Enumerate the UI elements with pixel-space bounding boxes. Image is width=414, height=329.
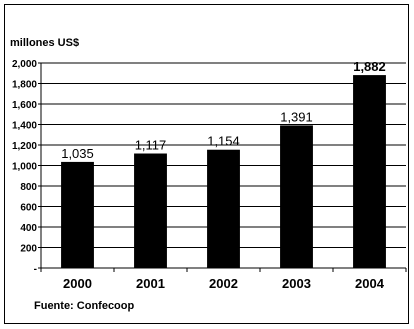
bar-2002 xyxy=(207,149,240,268)
y-tick-label: 800 xyxy=(20,182,37,193)
y-tick-label: 600 xyxy=(20,203,37,214)
y-tick-label: - xyxy=(34,264,37,275)
gridlines xyxy=(41,62,406,248)
bar-value-label: 1,154 xyxy=(207,134,240,149)
bar-value-label: 1,882 xyxy=(353,59,386,74)
y-tick-label: 1,600 xyxy=(12,100,37,111)
y-tick-label: 1,200 xyxy=(12,141,37,152)
x-category-label: 2004 xyxy=(355,276,385,291)
y-tick-label: 1,800 xyxy=(12,80,37,91)
bar-2003 xyxy=(280,125,313,268)
y-tick-label: 400 xyxy=(20,223,37,234)
y-tick-label: 1,000 xyxy=(12,162,37,173)
source-note: Fuente: Confecoop xyxy=(34,300,134,312)
bar-2001 xyxy=(134,153,167,268)
bar-2004 xyxy=(353,75,386,268)
x-category-label: 2000 xyxy=(63,276,92,291)
bar-value-label: 1,117 xyxy=(135,138,167,153)
bar-value-label: 1,035 xyxy=(61,146,94,161)
y-tick-label: 1,400 xyxy=(12,121,37,132)
bar-value-labels: 1,035 1,117 1,154 1,391 1,882 xyxy=(61,59,386,161)
x-axis-categories: 2000 2001 2002 2003 2004 xyxy=(40,268,407,291)
bars xyxy=(61,75,386,268)
x-category-label: 2003 xyxy=(282,276,311,291)
bar-value-label: 1,391 xyxy=(280,109,313,124)
x-category-label: 2002 xyxy=(209,276,238,291)
y-tick-label: 2,000 xyxy=(12,59,37,70)
y-tick-label: 200 xyxy=(20,244,37,255)
bar-2000 xyxy=(61,161,94,268)
x-category-label: 2001 xyxy=(136,276,165,291)
unit-label: millones US$ xyxy=(10,37,79,49)
y-axis-ticks: - 200 400 600 800 1,000 1,200 1,400 1,600 1,800 2,… xyxy=(12,59,41,275)
